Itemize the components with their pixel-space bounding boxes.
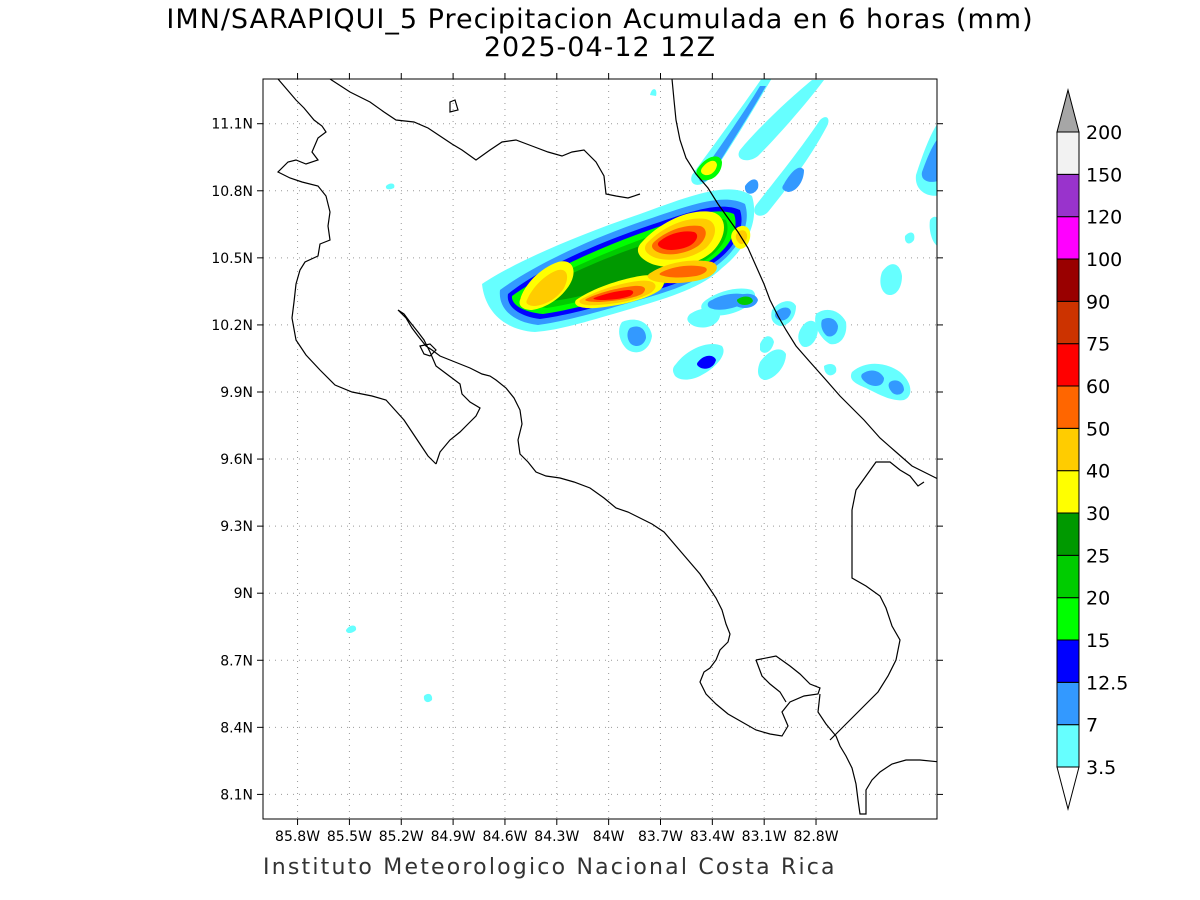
lat-tick-label: 10.8N <box>211 184 253 200</box>
lon-tick-label: 83.1W <box>742 829 787 845</box>
colorbar-label: 60 <box>1086 376 1110 398</box>
colorbar-label: 90 <box>1086 291 1110 313</box>
colorbar-label: 3.5 <box>1086 757 1116 779</box>
colorbar-swatch <box>1056 300 1080 345</box>
map-grid <box>263 79 937 819</box>
caribbean-coast <box>671 79 937 480</box>
colorbar-label: 15 <box>1086 630 1110 652</box>
colorbar-swatch <box>1056 258 1080 302</box>
colorbar-label: 30 <box>1086 503 1110 525</box>
colorbar-arrow-high <box>1056 88 1080 133</box>
lon-tick-label: 85.8W <box>275 829 320 845</box>
colorbar-swatch <box>1056 639 1080 683</box>
lat-tick-label: 10.2N <box>211 318 253 334</box>
map-frame <box>262 78 938 820</box>
colorbar-label: 150 <box>1086 164 1122 186</box>
isla-punta <box>449 99 459 113</box>
lon-tick-label: 85.5W <box>327 829 372 845</box>
lon-tick-label: 84.6W <box>482 829 527 845</box>
lat-tick-label: 9.3N <box>220 519 253 535</box>
rain-band-main <box>482 189 755 332</box>
colorbar-swatch <box>1056 681 1080 726</box>
latitude-axis: 11.1N 10.8N 10.5N 10.2N 9.9N 9.6N 9.3N 9N 8.7N 8.… <box>211 117 943 803</box>
lon-tick-label: 85.2W <box>379 829 424 845</box>
colorbar-label: 50 <box>1086 418 1110 440</box>
lat-tick-label: 11.1N <box>211 117 253 133</box>
colorbar-swatch <box>1056 427 1080 472</box>
colorbar-label: 25 <box>1086 545 1110 567</box>
colorbar-swatch <box>1056 470 1080 514</box>
chart-title: IMN/SARAPIQUI_5 Precipitacion Acumulada … <box>166 4 1034 35</box>
rain-cells-south <box>346 288 911 703</box>
osa-peninsula <box>755 659 787 703</box>
lon-tick-label: 83.4W <box>690 829 735 845</box>
isla-chira <box>419 343 437 357</box>
longitude-axis: 85.8W 85.5W 85.2W 84.9W 84.6W 84.3W 84W 83.7W 83… <box>275 73 839 845</box>
precipitation-field <box>346 79 937 703</box>
colorbar-swatch <box>1056 131 1080 175</box>
nicoya-gulf <box>397 309 821 737</box>
coastlines <box>276 79 937 815</box>
colorbar-label: 40 <box>1086 461 1110 483</box>
nicaragua-coast-north <box>276 79 437 465</box>
colorbar-label: 75 <box>1086 334 1110 356</box>
colorbar-swatch <box>1056 173 1080 218</box>
lat-tick-label: 9.9N <box>220 385 253 401</box>
lat-tick-label: 9N <box>234 586 253 602</box>
nicaragua-border <box>329 79 641 199</box>
chart-date: 2025-04-12 12Z <box>483 32 717 63</box>
lat-tick-label: 8.4N <box>220 720 253 736</box>
colorbar-label: 7 <box>1086 715 1098 737</box>
colorbar-swatch <box>1056 724 1080 768</box>
lat-tick-label: 8.1N <box>220 787 253 803</box>
colorbar-swatch <box>1056 385 1080 429</box>
golfito-coast <box>817 693 937 815</box>
lon-tick-label: 83.7W <box>638 829 683 845</box>
rain-streaks-north <box>385 79 937 296</box>
colorbar-swatch <box>1056 597 1080 641</box>
colorbar-swatch <box>1056 216 1080 260</box>
colorbar-label: 20 <box>1086 588 1110 610</box>
footer-credit: Instituto Meteorologico Nacional Costa R… <box>263 855 837 880</box>
lon-tick-label: 84.9W <box>431 829 476 845</box>
colorbar-label: 12.5 <box>1086 672 1128 694</box>
lon-tick-label: 82.8W <box>794 829 839 845</box>
colorbar-legend: 3.5 7 12.5 15 20 25 30 40 50 60 75 90 100 120 150 200 <box>1056 88 1128 811</box>
lat-tick-label: 8.7N <box>220 653 253 669</box>
lon-tick-label: 84.3W <box>534 829 579 845</box>
colorbar-label: 100 <box>1086 249 1122 271</box>
colorbar-arrow-low <box>1056 766 1080 811</box>
colorbar-swatch <box>1056 512 1080 556</box>
colorbar-swatch <box>1056 343 1080 387</box>
lon-tick-label: 84W <box>593 829 625 845</box>
colorbar-label: 200 <box>1086 122 1122 144</box>
lat-tick-label: 10.5N <box>211 251 253 267</box>
lat-tick-label: 9.6N <box>220 452 253 468</box>
burica-coast <box>829 461 925 741</box>
colorbar-label: 120 <box>1086 207 1122 229</box>
colorbar-swatch <box>1056 554 1080 599</box>
